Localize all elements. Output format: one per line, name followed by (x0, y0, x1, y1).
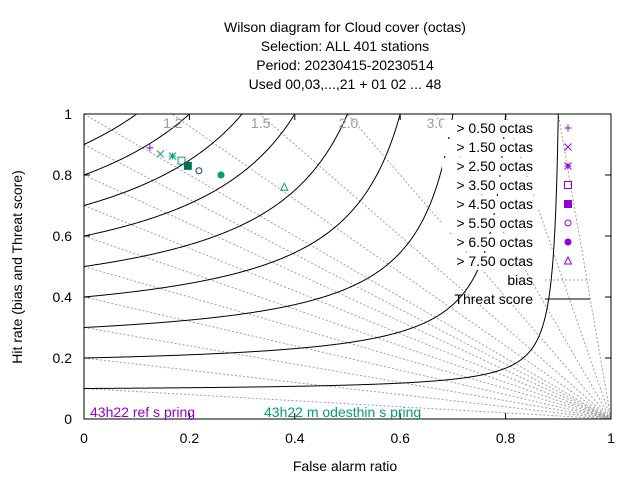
legend-bg-0 (442, 120, 538, 137)
footnote-1: 43h22 m odesthin s pring (264, 404, 421, 420)
y-tick-label-3: 0.6 (53, 228, 73, 244)
legend: > 0.50 octas > 1.50 octas > 2.50 octas > 3.… (442, 120, 590, 307)
bias-line-3 (84, 296, 611, 419)
bias-line-10 (170, 114, 611, 419)
y-tick-label-5: 1 (64, 106, 72, 122)
legend-label-7: > 7.50 octas (456, 253, 533, 269)
x-axis-label: False alarm ratio (293, 458, 397, 474)
threat-curve-8 (84, 114, 138, 145)
threat-curve-3 (84, 114, 401, 298)
legend-marker-2 (564, 162, 572, 170)
legend-bg-2 (442, 158, 538, 175)
legend-bg-1 (442, 139, 538, 156)
legend-label-1: > 1.50 octas (456, 139, 533, 155)
legend-label-6: > 6.50 octas (456, 234, 533, 250)
data-point-5 (195, 167, 203, 175)
legend-bg-4 (442, 196, 538, 213)
legend-label-4: > 4.50 octas (456, 196, 533, 212)
chart-title: Wilson diagram for Cloud cover (octas) Se… (224, 19, 466, 92)
data-point-3 (177, 156, 186, 165)
bias-label-0: 1.2 (163, 115, 183, 131)
threat-curve-0 (84, 114, 559, 389)
x-tick-label-1: 0.2 (180, 430, 200, 446)
title-line-2: Period: 20230415-20230514 (256, 57, 434, 73)
x-tick-label-0: 0 (80, 430, 88, 446)
threat-curve-4 (84, 114, 349, 267)
legend-line-label-0: bias (507, 272, 533, 288)
bias-line-8 (84, 144, 611, 419)
data-point-2 (168, 152, 177, 160)
legend-marker-7 (563, 255, 573, 265)
footnote-0: 43h22 ref s pring (90, 404, 195, 420)
threat-curve-7 (84, 114, 191, 176)
x-tick-label-5: 1 (607, 430, 615, 446)
bias-label-2: 2.0 (339, 115, 359, 131)
y-axis-label: Hit rate (bias and Threat score) (9, 170, 25, 364)
bias-line-5 (84, 235, 611, 419)
threat-score-curves (84, 114, 559, 389)
x-tick-label-3: 0.6 (390, 430, 410, 446)
y-tick-label-2: 0.4 (53, 289, 73, 305)
title-line-0: Wilson diagram for Cloud cover (octas) (224, 19, 466, 35)
bias-label-3: 3.0 (427, 115, 447, 131)
bias-line-6 (84, 205, 611, 419)
threat-curve-6 (84, 114, 243, 206)
axis-ticks: 0 0.2 0.4 0.6 0.8 1 0 0.2 0.4 0.6 0.8 1 (53, 106, 616, 446)
legend-label-2: > 2.50 octas (456, 158, 533, 174)
x-tick-label-2: 0.4 (285, 430, 305, 446)
legend-marker-5 (564, 219, 572, 227)
legend-label-0: > 0.50 octas (456, 120, 533, 136)
legend-marker-3 (564, 181, 572, 189)
title-line-1: Selection: ALL 401 stations (261, 38, 429, 54)
title-line-3: Used 00,03,...,21 + 01 02 ... 48 (249, 76, 442, 92)
data-point-1 (156, 150, 165, 158)
bias-line-2 (84, 327, 611, 419)
legend-marker-0 (564, 124, 572, 132)
legend-bg-3 (442, 177, 538, 194)
bias-labels: 1.2 1.5 2.0 3.0 (163, 115, 446, 131)
legend-marker-4 (564, 200, 572, 208)
legend-line-label-1: Threat score (454, 291, 533, 307)
y-tick-label-0: 0 (64, 411, 72, 427)
footnotes: 43h22 ref s pring 43h22 m odesthin s prin… (90, 404, 421, 420)
bias-line-4 (84, 266, 611, 419)
y-tick-label-4: 0.8 (53, 167, 73, 183)
bias-label-1: 1.5 (251, 115, 271, 131)
threat-curve-1 (84, 114, 507, 359)
data-points (146, 144, 289, 191)
data-point-4 (183, 161, 192, 170)
legend-label-5: > 5.50 octas (456, 215, 533, 231)
legend-bg-6 (442, 234, 538, 251)
data-point-7 (279, 182, 289, 191)
bias-line-9 (84, 114, 611, 419)
bias-line-11 (258, 114, 611, 419)
legend-bg-5 (442, 215, 538, 232)
data-point-6 (217, 171, 225, 179)
threat-curve-5 (84, 114, 296, 237)
legend-marker-1 (564, 143, 572, 151)
data-point-0 (146, 144, 154, 152)
x-tick-label-4: 0.8 (496, 430, 516, 446)
y-tick-label-1: 0.2 (53, 350, 73, 366)
threat-curve-2 (84, 114, 454, 328)
legend-marker-6 (564, 238, 572, 246)
plot-frame (83, 113, 612, 420)
bias-line-7 (84, 174, 611, 419)
legend-bg-7 (442, 253, 538, 270)
bias-line-1 (84, 357, 611, 419)
legend-label-3: > 3.50 octas (456, 177, 533, 193)
